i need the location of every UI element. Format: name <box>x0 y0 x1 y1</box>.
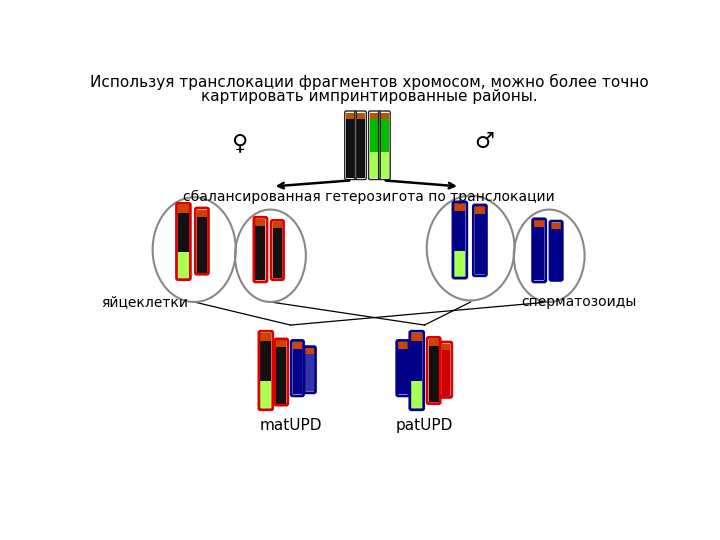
Bar <box>273 228 282 278</box>
Bar <box>380 119 389 152</box>
Bar <box>534 220 544 227</box>
Bar <box>552 229 561 279</box>
Bar <box>442 350 450 396</box>
Bar <box>276 340 287 347</box>
Text: картировать импринтированные районы.: картировать импринтированные районы. <box>201 90 537 104</box>
Text: matUPD: matUPD <box>259 417 322 433</box>
Bar <box>273 222 282 228</box>
Bar <box>346 112 355 119</box>
Bar <box>356 112 365 119</box>
Bar <box>197 210 207 217</box>
Text: яйцеклетки: яйцеклетки <box>101 295 188 309</box>
Bar <box>411 381 422 408</box>
Text: patUPD: patUPD <box>396 417 453 433</box>
Bar <box>178 205 189 213</box>
Bar <box>534 227 544 280</box>
Bar <box>380 112 389 119</box>
Bar <box>428 339 438 346</box>
Bar <box>178 213 189 253</box>
Bar <box>454 251 465 276</box>
Bar <box>256 226 266 280</box>
Bar <box>370 112 379 119</box>
Bar <box>428 346 438 402</box>
Bar <box>178 253 189 278</box>
Bar <box>293 342 302 349</box>
Bar <box>305 348 314 354</box>
Text: Используя транслокации фрагментов хромосом, можно более точно: Используя транслокации фрагментов хромос… <box>89 74 649 90</box>
Bar <box>370 152 379 178</box>
Bar <box>261 341 271 381</box>
Bar <box>305 354 314 391</box>
Bar <box>356 119 365 178</box>
Text: сперматозоиды: сперматозоиды <box>521 295 637 309</box>
Bar <box>346 119 355 178</box>
Bar <box>398 349 408 394</box>
Bar <box>442 343 450 350</box>
Bar <box>370 119 379 152</box>
Text: ♀: ♀ <box>232 133 248 153</box>
Text: сбалансированная гетерозигота по транслокации: сбалансированная гетерозигота по трансло… <box>183 190 555 204</box>
Bar <box>411 333 422 341</box>
Bar <box>256 219 266 226</box>
Bar <box>293 349 302 394</box>
Bar <box>454 212 465 251</box>
Bar <box>276 347 287 403</box>
Bar <box>411 341 422 381</box>
Bar <box>475 206 485 214</box>
Bar <box>552 222 561 229</box>
Bar <box>475 214 485 274</box>
Bar <box>380 152 389 178</box>
Bar <box>454 204 465 212</box>
Bar <box>197 217 207 273</box>
Text: ♂: ♂ <box>474 132 495 152</box>
Bar <box>398 342 408 349</box>
Bar <box>261 381 271 408</box>
Bar <box>261 333 271 341</box>
